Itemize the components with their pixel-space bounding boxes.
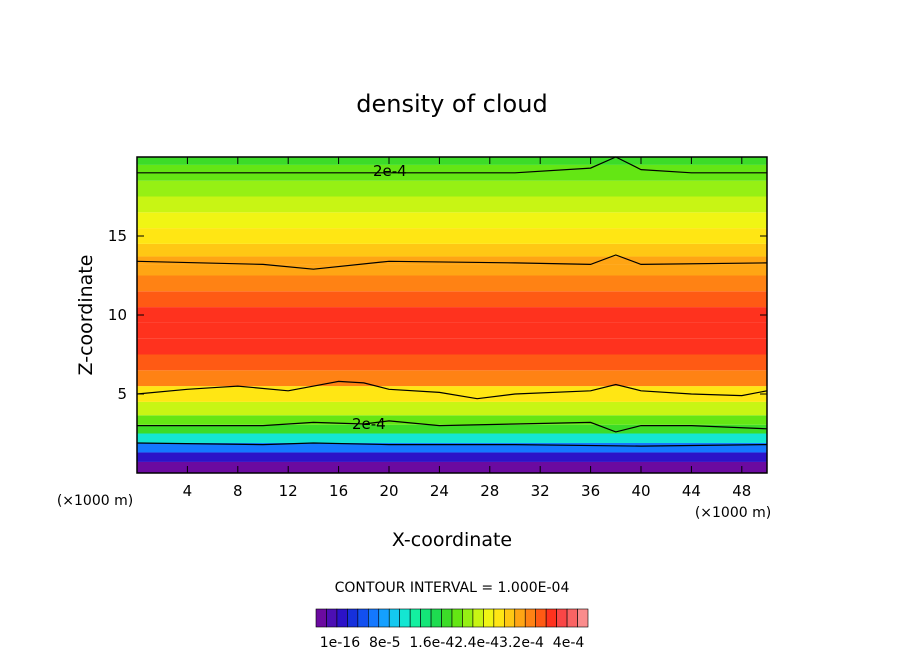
- colorbar-swatch: [430, 608, 442, 628]
- colorbar-swatch: [504, 608, 516, 628]
- x-tick-label: 28: [480, 482, 499, 500]
- field-band: [137, 212, 767, 229]
- y-axis-unit: (×1000 m): [57, 493, 133, 509]
- x-tick-label: 48: [732, 482, 751, 500]
- colorbar-swatch: [441, 608, 453, 628]
- field-band: [137, 157, 767, 165]
- colorbar-swatch: [514, 608, 526, 628]
- colorbar-swatch: [577, 608, 589, 628]
- field-band: [137, 256, 767, 265]
- colorbar-swatch: [388, 608, 400, 628]
- colorbar-swatch: [357, 608, 369, 628]
- contour-lines: [136, 156, 768, 447]
- colorbar-swatch: [326, 608, 338, 628]
- x-tick-label: 16: [329, 482, 348, 500]
- colorbar-swatch: [524, 608, 536, 628]
- field-band: [137, 196, 767, 213]
- x-tick-label: 36: [581, 482, 600, 500]
- x-tick-label: 20: [379, 482, 398, 500]
- contour-label-bottom: 2e-4: [352, 415, 386, 433]
- x-tick-label: 44: [682, 482, 701, 500]
- y-tick-label: 15: [108, 227, 127, 245]
- field-band: [137, 264, 767, 276]
- x-tick-label: 8: [233, 482, 243, 500]
- colorbar: [315, 608, 589, 628]
- field-band: [137, 180, 767, 197]
- colorbar-swatch: [399, 608, 411, 628]
- colorbar-swatch: [451, 608, 463, 628]
- y-tick-label: 10: [108, 306, 127, 324]
- colorbar-swatch: [420, 608, 432, 628]
- field-band: [137, 307, 767, 323]
- field-band: [137, 228, 767, 244]
- field-band: [137, 424, 767, 434]
- colorbar-swatch: [483, 608, 495, 628]
- colorbar-swatch: [378, 608, 390, 628]
- colorbar-swatch: [368, 608, 380, 628]
- colorbar-swatch: [347, 608, 359, 628]
- field-band: [137, 442, 767, 453]
- contour-line: [136, 380, 768, 400]
- x-axis-label: X-coordinate: [392, 529, 512, 551]
- colorbar-swatch: [336, 608, 348, 628]
- colorbar-swatch: [315, 608, 327, 628]
- field-band: [137, 275, 767, 292]
- field-band: [137, 370, 767, 387]
- filled-contour-field: [137, 157, 767, 473]
- chart-title: density of cloud: [356, 90, 547, 118]
- field-band: [137, 415, 767, 425]
- x-tick-label: 24: [430, 482, 449, 500]
- x-axis-unit: (×1000 m): [695, 505, 771, 521]
- field-band: [137, 354, 767, 371]
- colorbar-swatch: [462, 608, 474, 628]
- y-axis-ticks: 5 10 15: [108, 227, 767, 403]
- contour-line: [136, 254, 768, 270]
- x-tick-label: 40: [631, 482, 650, 500]
- contour-line: [136, 442, 768, 447]
- y-tick-label: 5: [117, 385, 127, 403]
- field-band: [137, 401, 767, 416]
- field-band: [137, 452, 767, 462]
- colorbar-swatch: [545, 608, 557, 628]
- contour-line: [137, 156, 767, 174]
- colorbar-swatch: [409, 608, 421, 628]
- x-axis-ticks: 4 8 12 16 20 24 28 32 36 40 44 48: [183, 157, 751, 500]
- colorbar-swatch: [472, 608, 484, 628]
- y-axis-label: Z-coordinate: [75, 255, 97, 376]
- contour-line: [137, 420, 768, 433]
- field-band: [137, 338, 767, 355]
- colorbar-labels: 1e-16 8e-5 1.6e-42.4e-43.2e-4 4e-4: [320, 635, 585, 651]
- field-band: [137, 461, 767, 473]
- x-tick-label: 32: [531, 482, 550, 500]
- contour-interval-text: CONTOUR INTERVAL = 1.000E-04: [335, 580, 570, 596]
- colorbar-swatch: [535, 608, 547, 628]
- colorbar-swatch: [566, 608, 578, 628]
- field-band: [137, 243, 767, 257]
- field-band: [137, 291, 767, 308]
- colorbar-swatch: [556, 608, 568, 628]
- x-tick-label: 4: [183, 482, 193, 500]
- x-tick-label: 12: [279, 482, 298, 500]
- colorbar-swatch: [493, 608, 505, 628]
- field-band: [137, 433, 767, 443]
- contour-label-top: 2e-4: [373, 162, 407, 180]
- field-band: [137, 322, 767, 339]
